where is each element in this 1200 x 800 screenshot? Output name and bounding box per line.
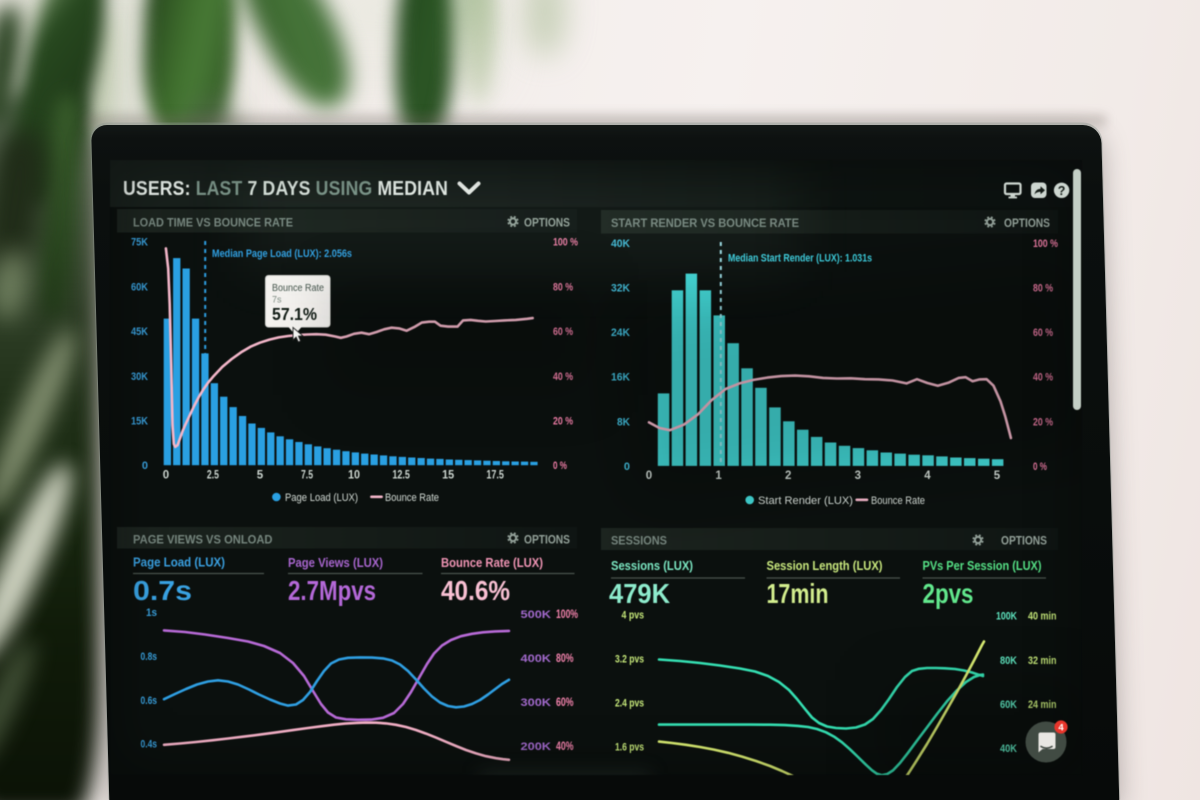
svg-text:Start Render (LUX): Start Render (LUX) xyxy=(758,495,853,507)
svg-text:Bounce Rate: Bounce Rate xyxy=(871,495,925,507)
svg-text:20 %: 20 % xyxy=(553,416,573,428)
svg-text:45K: 45K xyxy=(131,326,148,338)
svg-text:OPTIONS: OPTIONS xyxy=(1004,218,1050,230)
svg-text:LOAD TIME VS BOUNCE RATE: LOAD TIME VS BOUNCE RATE xyxy=(133,218,293,230)
svg-text:60 %: 60 % xyxy=(553,326,573,338)
svg-text:60 %: 60 % xyxy=(1033,327,1053,339)
svg-text:15: 15 xyxy=(442,470,455,482)
svg-text:Bounce Rate (LUX): Bounce Rate (LUX) xyxy=(441,556,543,570)
svg-text:80K: 80K xyxy=(1000,655,1017,667)
svg-text:32K: 32K xyxy=(611,283,630,295)
svg-text:5: 5 xyxy=(257,470,264,482)
svg-text:Median Page Load (LUX): 2.056s: Median Page Load (LUX): 2.056s xyxy=(212,248,352,260)
svg-text:100 %: 100 % xyxy=(553,237,578,249)
svg-text:57.1%: 57.1% xyxy=(272,304,317,324)
svg-text:40 min: 40 min xyxy=(1028,611,1057,623)
svg-text:3: 3 xyxy=(855,470,861,482)
svg-text:Session Length (LUX): Session Length (LUX) xyxy=(767,559,883,573)
svg-text:1s: 1s xyxy=(146,607,157,619)
svg-text:START RENDER VS BOUNCE RATE: START RENDER VS BOUNCE RATE xyxy=(611,218,799,230)
svg-text:2.7Mpvs: 2.7Mpvs xyxy=(288,575,376,606)
svg-text:17.5: 17.5 xyxy=(486,470,504,482)
svg-text:479K: 479K xyxy=(609,578,670,609)
svg-text:4 pvs: 4 pvs xyxy=(622,610,645,622)
svg-text:500K: 500K xyxy=(521,609,552,621)
svg-text:10: 10 xyxy=(348,470,360,482)
svg-text:7.5: 7.5 xyxy=(301,470,313,482)
svg-text:Page Load (LUX): Page Load (LUX) xyxy=(133,556,225,570)
svg-text:40.6%: 40.6% xyxy=(441,575,510,606)
svg-text:24 min: 24 min xyxy=(1028,699,1057,711)
svg-text:80%: 80% xyxy=(556,653,574,665)
svg-text:17min: 17min xyxy=(767,578,829,609)
svg-text:100%: 100% xyxy=(556,609,578,621)
svg-text:PVs Per Session (LUX): PVs Per Session (LUX) xyxy=(923,559,1042,573)
svg-text:4: 4 xyxy=(924,470,931,482)
svg-text:1.6 pvs: 1.6 pvs xyxy=(615,741,644,753)
svg-text:100 %: 100 % xyxy=(1033,238,1058,250)
svg-text:2: 2 xyxy=(785,470,791,482)
svg-text:Bounce Rate: Bounce Rate xyxy=(385,492,439,504)
svg-text:16K: 16K xyxy=(611,372,630,384)
svg-text:0: 0 xyxy=(646,470,652,482)
svg-text:0 %: 0 % xyxy=(553,460,567,472)
svg-text:0.8s: 0.8s xyxy=(141,651,158,663)
svg-text:0.4s: 0.4s xyxy=(141,739,158,751)
svg-text:8K: 8K xyxy=(617,416,630,428)
svg-text:Bounce Rate: Bounce Rate xyxy=(272,283,324,294)
svg-text:24K: 24K xyxy=(611,327,630,339)
svg-text:PAGE VIEWS VS ONLOAD: PAGE VIEWS VS ONLOAD xyxy=(133,535,273,547)
svg-text:0: 0 xyxy=(163,470,169,482)
svg-text:75K: 75K xyxy=(131,237,148,249)
svg-text:80 %: 80 % xyxy=(553,281,573,293)
svg-text:7s: 7s xyxy=(272,295,282,305)
svg-text:60K: 60K xyxy=(131,281,148,293)
svg-text:15K: 15K xyxy=(131,416,148,428)
svg-text:200K: 200K xyxy=(521,741,552,753)
svg-text:32 min: 32 min xyxy=(1028,655,1057,667)
svg-text:20 %: 20 % xyxy=(1033,416,1053,428)
svg-text:Page Load (LUX): Page Load (LUX) xyxy=(285,492,358,504)
svg-text:2pvs: 2pvs xyxy=(923,578,974,609)
svg-text:OPTIONS: OPTIONS xyxy=(1001,536,1047,548)
svg-text:Sessions (LUX): Sessions (LUX) xyxy=(611,559,693,573)
svg-text:OPTIONS: OPTIONS xyxy=(524,218,570,230)
svg-text:Page Views (LUX): Page Views (LUX) xyxy=(288,556,383,570)
svg-text:40 %: 40 % xyxy=(1033,372,1053,384)
svg-text:60K: 60K xyxy=(1000,699,1017,711)
svg-text:100K: 100K xyxy=(996,611,1017,623)
svg-text:40K: 40K xyxy=(611,238,630,250)
svg-text:Median Start Render (LUX): 1.0: Median Start Render (LUX): 1.031s xyxy=(728,253,872,265)
svg-text:40K: 40K xyxy=(1000,743,1017,755)
svg-text:0: 0 xyxy=(142,460,148,472)
svg-text:OPTIONS: OPTIONS xyxy=(524,535,570,547)
svg-text:1: 1 xyxy=(715,470,722,482)
svg-text:2.4 pvs: 2.4 pvs xyxy=(615,698,644,710)
svg-text:80 %: 80 % xyxy=(1033,283,1053,295)
svg-text:300K: 300K xyxy=(521,697,552,709)
svg-text:400K: 400K xyxy=(521,653,552,665)
svg-text:30K: 30K xyxy=(131,371,148,383)
svg-text:2.5: 2.5 xyxy=(207,470,219,482)
svg-text:?: ? xyxy=(1058,184,1066,198)
svg-text:0 %: 0 % xyxy=(1033,461,1047,473)
svg-text:40 %: 40 % xyxy=(553,371,573,383)
svg-text:60%: 60% xyxy=(556,697,574,709)
svg-text:5: 5 xyxy=(994,470,1001,482)
svg-text:12.5: 12.5 xyxy=(392,470,410,482)
svg-text:SESSIONS: SESSIONS xyxy=(611,536,667,548)
svg-text:0.6s: 0.6s xyxy=(141,695,158,707)
svg-text:0: 0 xyxy=(624,461,630,473)
svg-text:4: 4 xyxy=(1058,723,1064,734)
svg-text:3.2 pvs: 3.2 pvs xyxy=(615,654,644,666)
svg-text:40%: 40% xyxy=(556,741,574,753)
svg-text:0.7s: 0.7s xyxy=(133,575,192,606)
